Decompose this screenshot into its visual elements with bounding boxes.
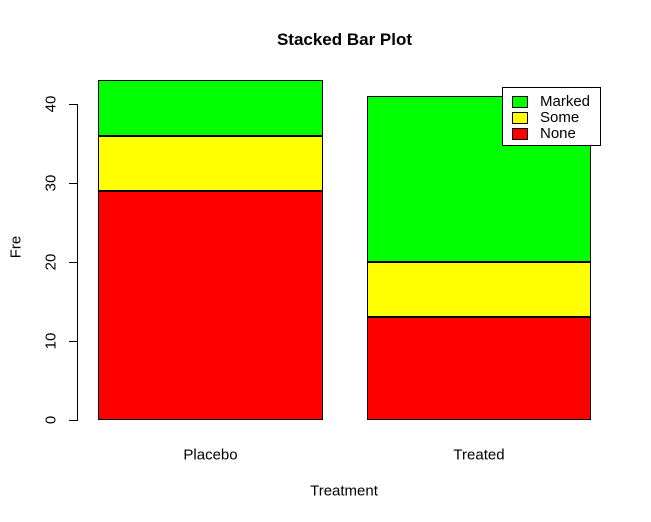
bar-segment-some-treated [367,262,591,317]
y-axis-tick [69,262,78,263]
bar-segment-marked-placebo [98,80,323,136]
chart-title: Stacked Bar Plot [276,30,413,49]
legend-row-none: None [503,126,600,142]
y-axis-tick [69,183,78,184]
legend-label-marked: Marked [540,93,591,110]
x-axis-label: Treatment [310,482,378,500]
legend-swatch-some [512,112,528,124]
legend-label-none: None [540,125,576,142]
y-axis-tick [69,420,78,421]
legend-swatch-marked [512,96,528,108]
y-tick-label: 10 [42,332,60,350]
bar-segment-none-placebo [98,191,323,420]
bar-segment-some-placebo [98,136,323,191]
x-category-label-placebo: Placebo [183,446,238,464]
legend-row-marked: Marked [503,94,600,110]
y-tick-label: 0 [42,415,60,425]
bar-segment-none-treated [367,317,591,420]
y-tick-label: 40 [42,95,60,113]
legend-label-some: Some [540,109,580,126]
legend: Marked Some None [502,87,601,146]
legend-row-some: Some [503,110,600,126]
y-tick-label: 20 [42,253,60,271]
x-category-label-treated: Treated [453,446,505,464]
y-axis-tick [69,104,78,105]
y-tick-label: 30 [42,174,60,192]
y-axis-label: Fre [7,235,25,259]
legend-swatch-none [512,128,528,140]
y-axis-tick [69,341,78,342]
